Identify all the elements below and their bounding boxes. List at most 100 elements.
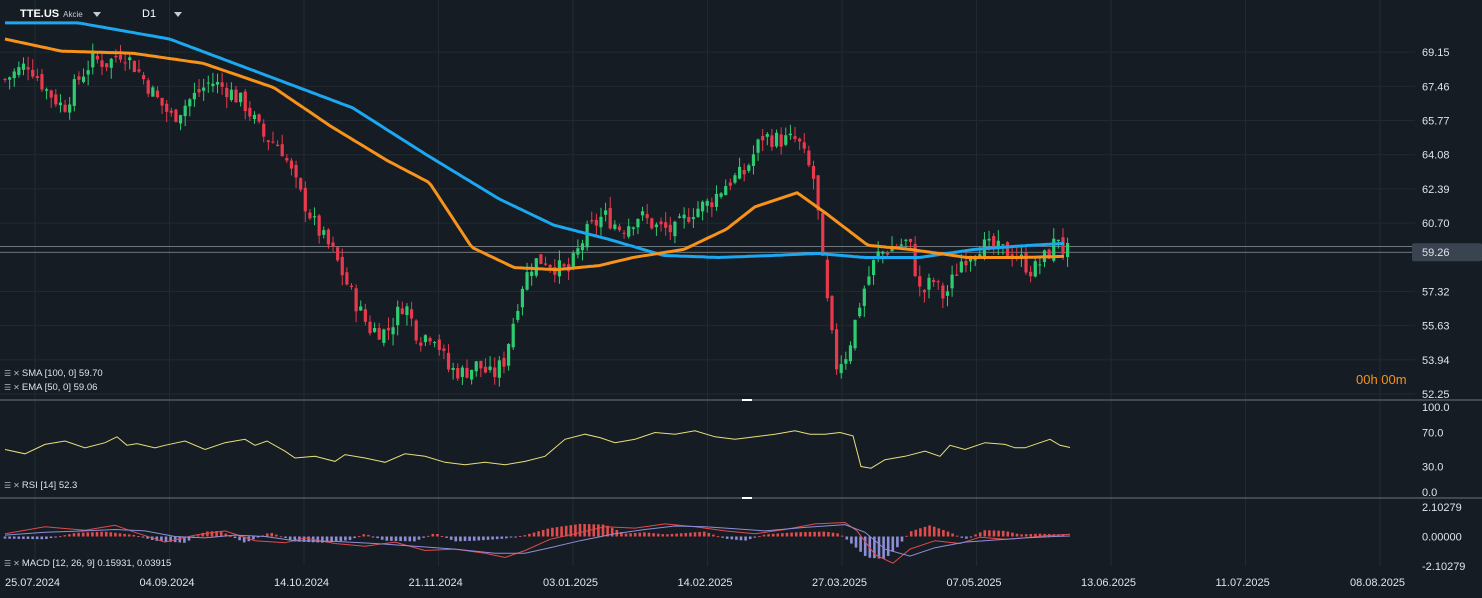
sma-legend[interactable]: ☰ ✕ SMA [100, 0] 59.70 bbox=[4, 368, 103, 379]
macd-bar bbox=[482, 536, 485, 541]
macd-bar bbox=[817, 531, 821, 537]
candle-body bbox=[932, 280, 936, 283]
macd-bar bbox=[118, 533, 122, 537]
candle-body bbox=[225, 87, 229, 98]
macd-bar bbox=[146, 536, 149, 539]
candle-body bbox=[8, 77, 12, 80]
macd-bar bbox=[679, 533, 683, 537]
candle-body bbox=[848, 345, 853, 362]
candle-body bbox=[312, 216, 317, 218]
candle-body bbox=[3, 78, 7, 80]
macd-bar bbox=[905, 535, 908, 537]
candle-body bbox=[423, 335, 428, 343]
chevron-down-icon[interactable] bbox=[92, 11, 101, 17]
candle-body bbox=[128, 57, 132, 61]
current-price-label: 59.26 bbox=[1422, 247, 1450, 259]
macd-bar bbox=[937, 528, 941, 537]
candle-body bbox=[17, 67, 21, 75]
timeframe-selector[interactable]: D1 bbox=[142, 8, 183, 20]
candle-body bbox=[91, 51, 95, 68]
macd-bar bbox=[896, 536, 899, 548]
close-icon[interactable]: ✕ bbox=[13, 559, 20, 568]
ema-label: EMA [50, 0] 59.06 bbox=[21, 382, 98, 393]
candle-body bbox=[229, 89, 233, 100]
rsi-label: RSI [14] 52.3 bbox=[21, 480, 78, 491]
macd-tick-label: 2.10279 bbox=[1422, 502, 1462, 514]
macd-bar bbox=[854, 536, 858, 548]
macd-bar bbox=[155, 536, 159, 541]
macd-bar bbox=[804, 532, 807, 537]
candle-body bbox=[798, 138, 802, 142]
macd-bar bbox=[380, 536, 384, 540]
macd-bar bbox=[454, 536, 458, 542]
candle-body bbox=[391, 327, 395, 335]
candle-body bbox=[959, 261, 963, 273]
candle-body bbox=[322, 230, 326, 235]
candle-body bbox=[950, 274, 954, 289]
candle-body bbox=[155, 90, 160, 98]
macd-bar bbox=[836, 533, 839, 537]
bar-countdown: 00h 00m bbox=[1356, 372, 1407, 387]
macd-bar bbox=[790, 532, 793, 537]
macd-bar bbox=[744, 536, 747, 541]
candle-body bbox=[627, 226, 631, 237]
macd-bar bbox=[376, 536, 379, 539]
candle-body bbox=[40, 74, 44, 90]
candle-body bbox=[377, 328, 381, 340]
candle-body bbox=[765, 134, 769, 137]
timeframe-label: D1 bbox=[142, 8, 157, 20]
symbol-selector[interactable]: TTE.US Akcie bbox=[20, 8, 101, 20]
candle-body bbox=[326, 229, 330, 245]
candle-body bbox=[724, 186, 728, 196]
macd-bar bbox=[3, 536, 7, 539]
macd-bar bbox=[45, 536, 48, 540]
candle-body bbox=[913, 243, 917, 277]
candle-body bbox=[248, 107, 252, 117]
candle-body bbox=[81, 76, 86, 82]
macd-bar bbox=[472, 536, 476, 541]
candle-body bbox=[830, 296, 834, 331]
candle-body bbox=[687, 216, 691, 222]
macd-bar bbox=[242, 536, 246, 543]
settings-icon[interactable]: ☰ bbox=[4, 481, 11, 490]
candle-body bbox=[571, 252, 575, 269]
candles bbox=[3, 43, 1070, 387]
macd-bar bbox=[974, 534, 977, 537]
candle-body bbox=[118, 54, 123, 60]
macd-bar bbox=[288, 536, 292, 540]
macd-bar bbox=[951, 533, 954, 537]
macd-bar bbox=[169, 536, 172, 542]
date-tick-label: 14.02.2025 bbox=[678, 577, 733, 589]
macd-bar bbox=[22, 536, 25, 539]
macd-legend[interactable]: ☰ ✕ MACD [12, 26, 9] 0.15931, 0.03915 bbox=[4, 558, 171, 569]
candle-body bbox=[987, 238, 991, 241]
settings-icon[interactable]: ☰ bbox=[4, 559, 11, 568]
settings-icon[interactable]: ☰ bbox=[4, 369, 11, 378]
chevron-down-icon[interactable] bbox=[174, 11, 183, 17]
macd-bar bbox=[965, 536, 968, 539]
close-icon[interactable]: ✕ bbox=[13, 383, 20, 392]
date-tick-label: 14.10.2024 bbox=[274, 577, 329, 589]
rsi-legend[interactable]: ☰ ✕ RSI [14] 52.3 bbox=[4, 480, 77, 491]
candle-body bbox=[927, 277, 931, 290]
macd-bar bbox=[123, 533, 126, 537]
macd-bar bbox=[794, 532, 798, 537]
macd-bar bbox=[1006, 531, 1010, 537]
candle-body bbox=[673, 221, 677, 237]
macd-bar bbox=[555, 527, 559, 537]
macd-bar bbox=[712, 534, 715, 537]
date-tick-label: 11.07.2025 bbox=[1216, 577, 1270, 589]
candle-body bbox=[49, 90, 53, 98]
close-icon[interactable]: ✕ bbox=[13, 481, 20, 490]
candle-body bbox=[677, 216, 682, 218]
macd-bar bbox=[877, 536, 881, 559]
candle-body bbox=[530, 271, 534, 277]
close-icon[interactable]: ✕ bbox=[13, 369, 20, 378]
candle-body bbox=[206, 82, 210, 84]
candle-body bbox=[252, 114, 257, 120]
macd-bar bbox=[279, 536, 283, 538]
ema-legend[interactable]: ☰ ✕ EMA [50, 0] 59.06 bbox=[4, 382, 97, 393]
rsi-tick-label: 30.0 bbox=[1422, 462, 1443, 474]
settings-icon[interactable]: ☰ bbox=[4, 383, 11, 392]
